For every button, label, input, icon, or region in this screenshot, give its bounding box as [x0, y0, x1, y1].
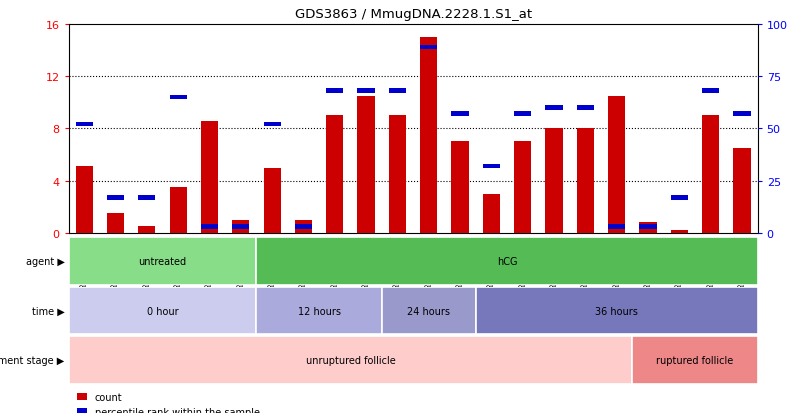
- Bar: [232, 225, 249, 229]
- Bar: [733, 149, 750, 233]
- Bar: [451, 112, 468, 117]
- Bar: [639, 225, 657, 229]
- Bar: [201, 121, 218, 233]
- Bar: [326, 116, 343, 233]
- Bar: [326, 89, 343, 94]
- Bar: [483, 194, 500, 233]
- Bar: [633, 337, 758, 384]
- Text: 36 hours: 36 hours: [596, 306, 638, 316]
- Text: agent ▶: agent ▶: [26, 256, 64, 266]
- Title: GDS3863 / MmugDNA.2228.1.S1_at: GDS3863 / MmugDNA.2228.1.S1_at: [294, 8, 532, 21]
- Bar: [671, 196, 688, 200]
- Bar: [671, 231, 688, 233]
- Bar: [76, 123, 93, 127]
- Bar: [577, 106, 594, 111]
- Bar: [420, 38, 438, 233]
- Bar: [702, 116, 719, 233]
- Bar: [169, 95, 187, 100]
- Bar: [388, 89, 406, 94]
- Bar: [256, 287, 382, 335]
- Bar: [69, 337, 633, 384]
- Bar: [69, 287, 256, 335]
- Bar: [514, 142, 531, 233]
- Bar: [608, 225, 625, 229]
- Text: untreated: untreated: [139, 256, 186, 266]
- Text: development stage ▶: development stage ▶: [0, 355, 64, 366]
- Bar: [514, 112, 531, 117]
- Bar: [733, 112, 750, 117]
- Text: 12 hours: 12 hours: [297, 306, 341, 316]
- Bar: [264, 123, 280, 127]
- Bar: [295, 225, 312, 229]
- Bar: [546, 106, 563, 111]
- Bar: [388, 116, 406, 233]
- Text: time ▶: time ▶: [31, 306, 64, 316]
- Bar: [264, 168, 280, 233]
- Bar: [608, 97, 625, 233]
- Bar: [295, 220, 312, 233]
- Bar: [358, 97, 375, 233]
- Bar: [382, 287, 476, 335]
- Text: unruptured follicle: unruptured follicle: [305, 355, 395, 366]
- Bar: [69, 237, 256, 285]
- Legend: count, percentile rank within the sample: count, percentile rank within the sample: [73, 388, 264, 413]
- Bar: [483, 164, 500, 169]
- Text: hCG: hCG: [496, 256, 517, 266]
- Bar: [76, 167, 93, 233]
- Bar: [201, 225, 218, 229]
- Bar: [451, 142, 468, 233]
- Bar: [138, 196, 156, 200]
- Bar: [232, 220, 249, 233]
- Bar: [420, 45, 438, 50]
- Text: 24 hours: 24 hours: [407, 306, 451, 316]
- Text: ruptured follicle: ruptured follicle: [656, 355, 733, 366]
- Text: 0 hour: 0 hour: [147, 306, 178, 316]
- Bar: [577, 129, 594, 233]
- Bar: [107, 214, 124, 233]
- Bar: [702, 89, 719, 94]
- Bar: [169, 188, 187, 233]
- Bar: [476, 287, 758, 335]
- Bar: [358, 89, 375, 94]
- Bar: [546, 129, 563, 233]
- Bar: [639, 223, 657, 233]
- Bar: [256, 237, 758, 285]
- Bar: [107, 196, 124, 200]
- Bar: [138, 227, 156, 233]
